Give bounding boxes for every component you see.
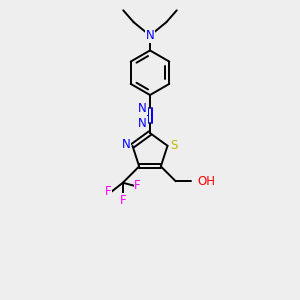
Text: F: F: [134, 179, 141, 192]
Text: F: F: [105, 185, 111, 198]
Text: N: N: [138, 117, 147, 130]
Text: N: N: [146, 29, 154, 42]
Text: S: S: [170, 139, 177, 152]
Text: F: F: [119, 194, 126, 207]
Text: OH: OH: [197, 175, 215, 188]
Text: N: N: [122, 138, 131, 151]
Text: N: N: [138, 102, 147, 115]
